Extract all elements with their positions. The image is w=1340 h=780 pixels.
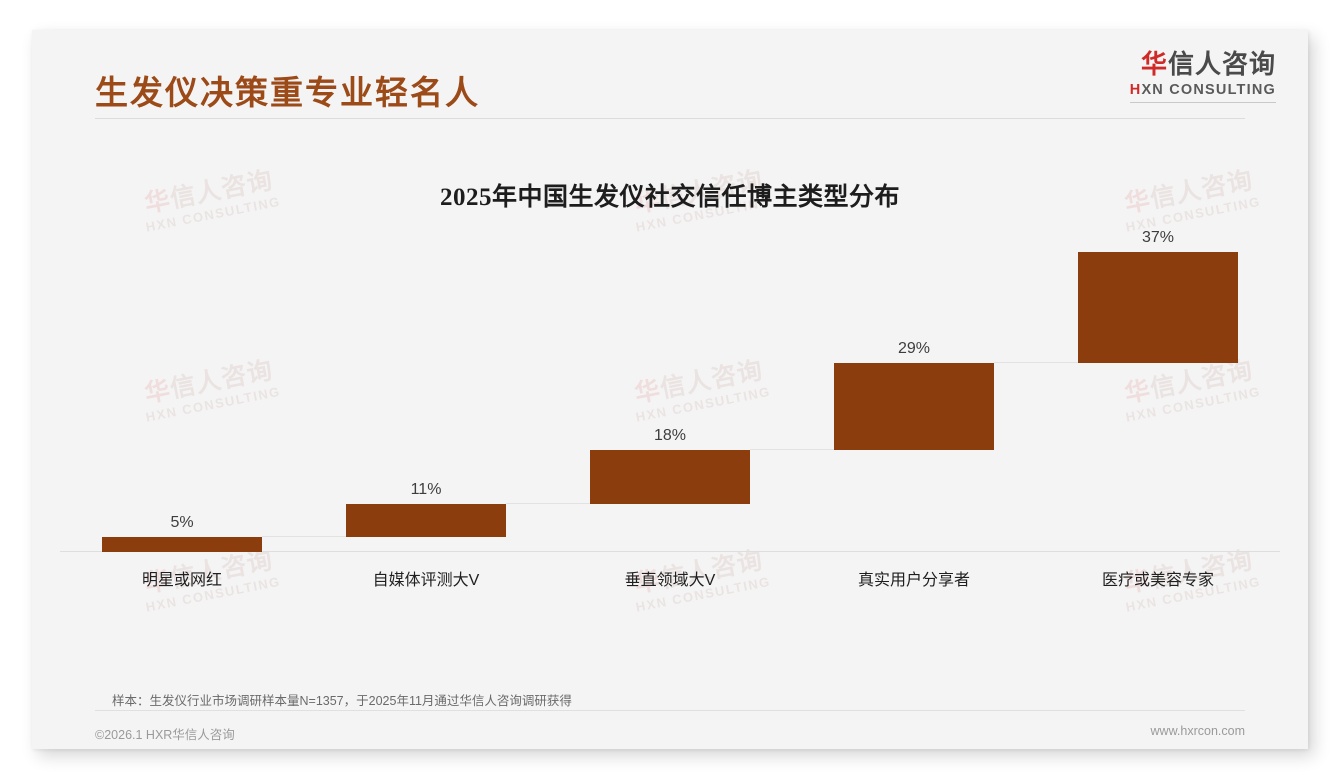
bar-3[interactable] [590, 450, 750, 504]
header-divider [95, 118, 1245, 119]
bar-column: 5% 明星或网红 [60, 212, 304, 612]
bar-column: 11% 自媒体评测大V [304, 212, 548, 612]
brand-logo-chinese-highlight: 华 [1140, 50, 1168, 79]
bar-column: 18% 垂直领域大V [548, 212, 792, 612]
bar-value-label: 37% [1141, 229, 1175, 246]
slide-header: 生发仪决策重专业轻名人 华信人咨询 HXN CONSULTING [32, 30, 1308, 120]
category-label: 医疗或美容专家 [1101, 572, 1214, 589]
category-label: 真实用户分享者 [857, 572, 970, 589]
bar-2[interactable] [346, 504, 506, 537]
bar-value-label: 18% [653, 427, 687, 444]
category-label: 垂直领域大V [624, 572, 716, 589]
slide-title: 生发仪决策重专业轻名人 [95, 76, 480, 112]
waterfall-connector [505, 503, 591, 504]
chart-plot: 5% 明星或网红 11% 自媒体评测大V 18% 垂直领域大V 29% 真实用户分享者 37% 医… [60, 212, 1280, 612]
category-label: 自媒体评测大V [372, 572, 480, 589]
bar-5[interactable] [1078, 252, 1238, 363]
brand-logo-english-rest: XN CONSULTING [1141, 82, 1276, 98]
chart-axis-line [60, 551, 1280, 552]
waterfall-connector [993, 362, 1079, 363]
brand-logo-english: HXN CONSULTING [1130, 83, 1276, 98]
brand-logo-english-highlight: H [1129, 82, 1142, 98]
category-label: 明星或网红 [141, 572, 222, 589]
footer-divider [95, 710, 1245, 711]
brand-logo-underline [1129, 101, 1276, 103]
website-text: www.hxrcon.com [1150, 724, 1245, 738]
sample-note: 样本：生发仪行业市场调研样本量N=1357，于2025年11月通过华信人咨询调研… [112, 694, 572, 708]
brand-logo-chinese: 华信人咨询 [1130, 52, 1276, 78]
bar-column: 37% 医疗或美容专家 [1036, 212, 1280, 612]
bar-value-label: 5% [170, 514, 194, 531]
bar-column: 29% 真实用户分享者 [792, 212, 1036, 612]
chart-title: 2025年中国生发仪社交信任博主类型分布 [439, 184, 900, 211]
slide-card: 生发仪决策重专业轻名人 华信人咨询 HXN CONSULTING 华信人咨询 HX… [32, 30, 1308, 749]
brand-logo: 华信人咨询 HXN CONSULTING [1129, 52, 1276, 103]
bar-4[interactable] [834, 363, 994, 450]
chart-area: 2025年中国生发仪社交信任博主类型分布 5% 明星或网红 11% 自媒体评测大V 18… [32, 120, 1308, 680]
brand-logo-chinese-rest: 信人咨询 [1167, 50, 1276, 79]
bar-1[interactable] [102, 537, 262, 552]
waterfall-connector [749, 449, 835, 450]
waterfall-connector [261, 536, 347, 537]
bar-value-label: 11% [410, 481, 442, 498]
copyright-text: ©2026.1 HXR华信人咨询 [95, 728, 235, 742]
bar-value-label: 29% [897, 340, 931, 357]
slide-footer: ©2026.1 HXR华信人咨询 www.hxrcon.com [32, 718, 1308, 749]
